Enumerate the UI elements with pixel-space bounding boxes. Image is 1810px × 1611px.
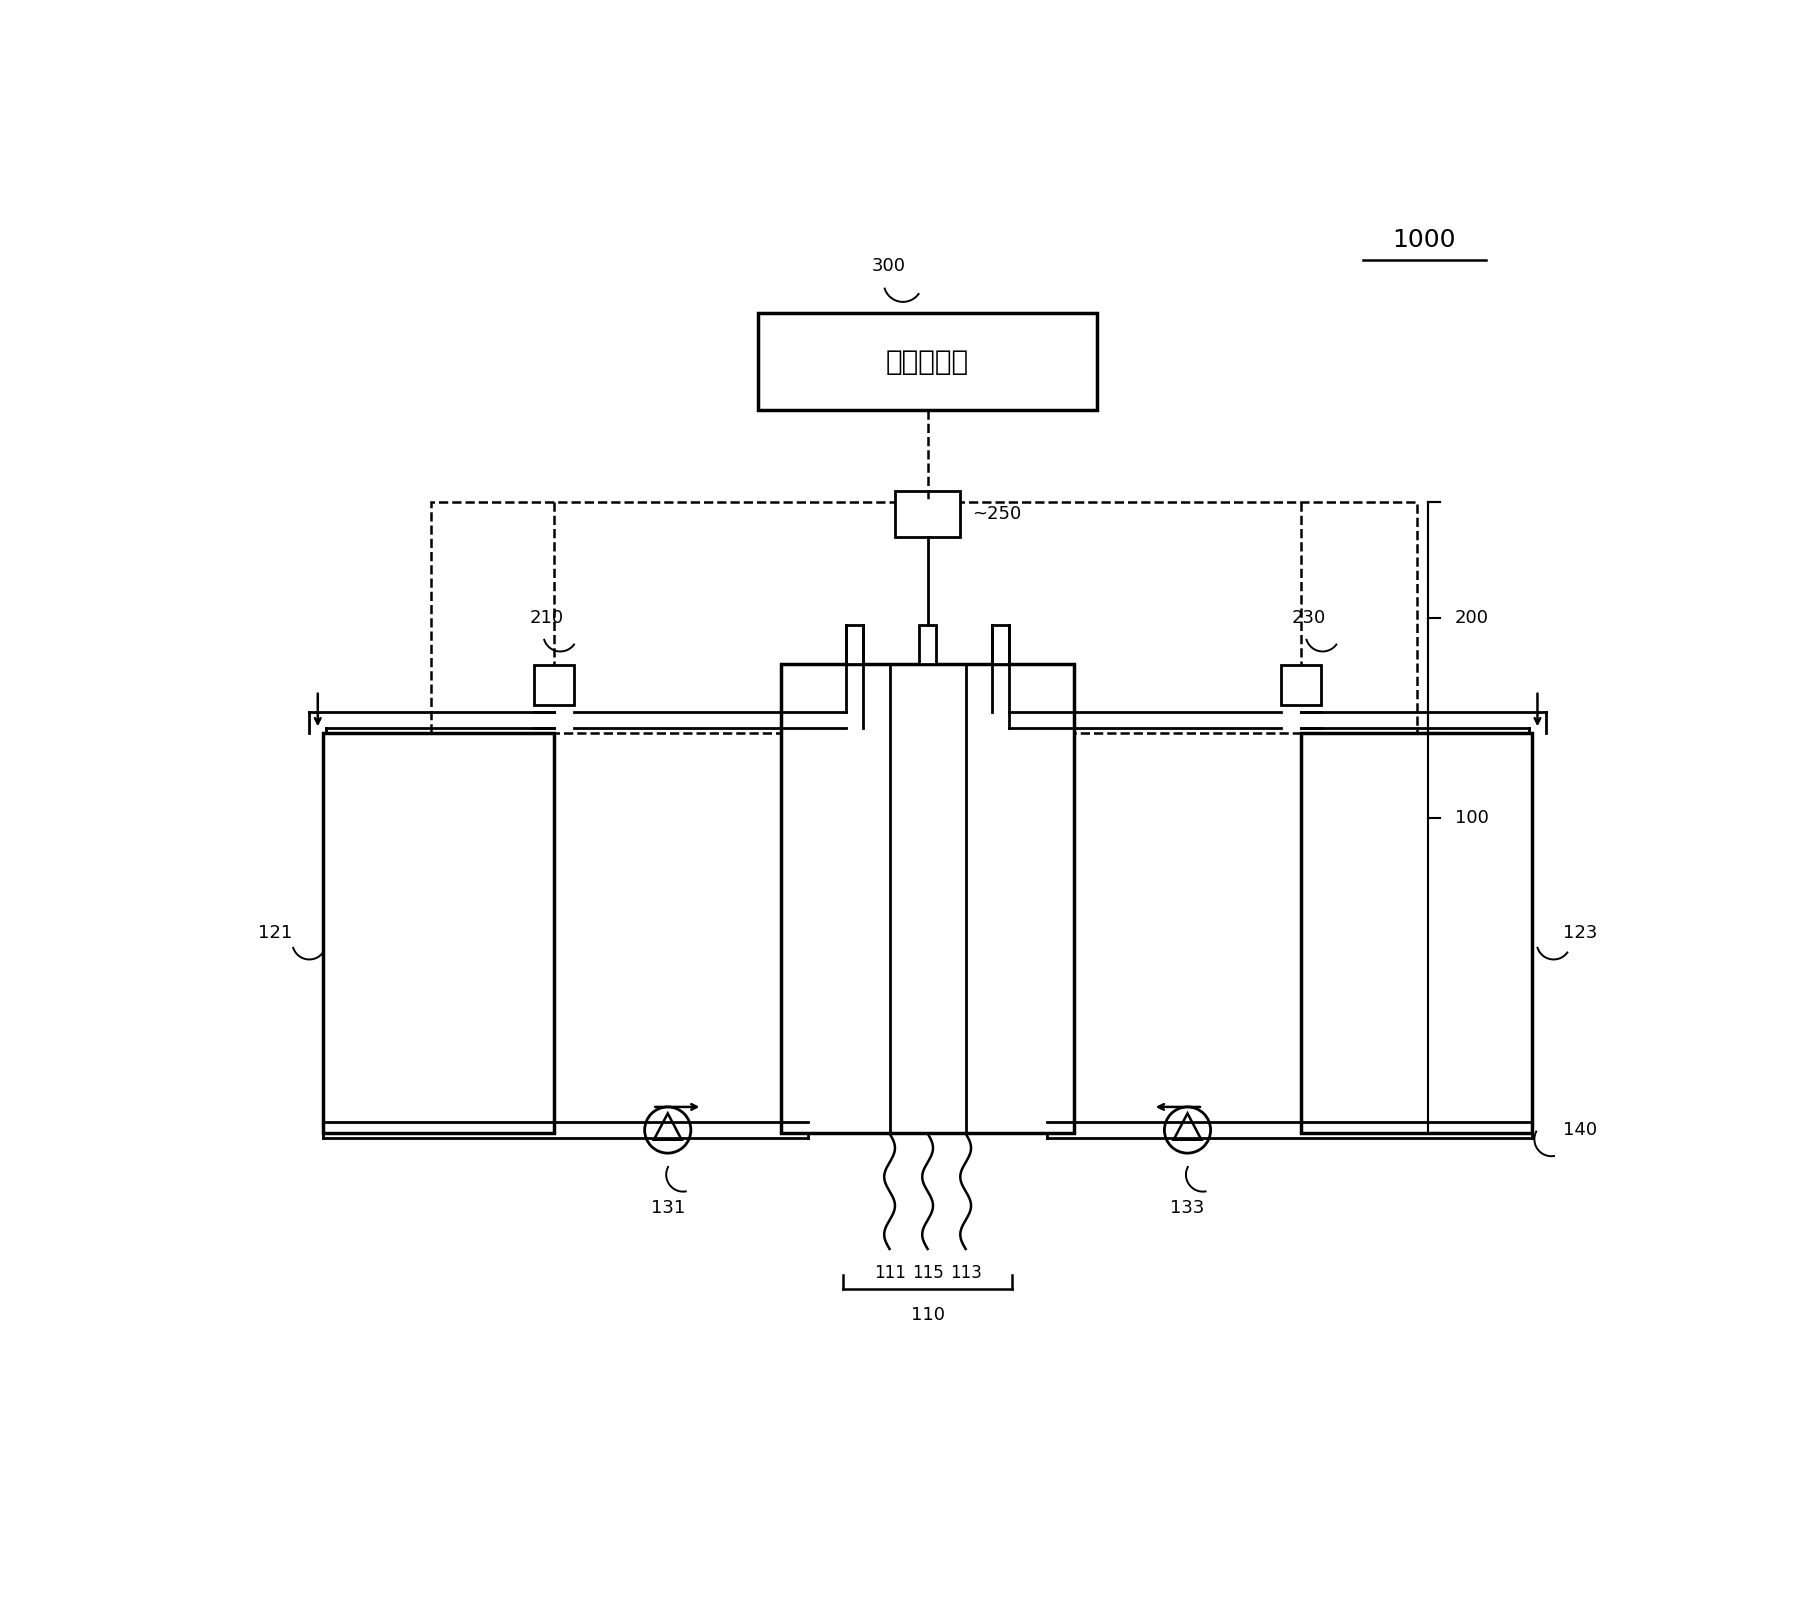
Bar bbox=[1281, 665, 1321, 706]
Text: 230: 230 bbox=[1292, 609, 1327, 627]
Text: 113: 113 bbox=[950, 1265, 981, 1282]
Bar bbox=[324, 733, 554, 1134]
Text: ~250: ~250 bbox=[972, 504, 1021, 522]
Text: 140: 140 bbox=[1562, 1121, 1596, 1139]
Bar bbox=[431, 503, 1417, 733]
Bar bbox=[845, 625, 863, 664]
Bar bbox=[919, 625, 936, 664]
Text: 131: 131 bbox=[650, 1199, 684, 1218]
Bar bbox=[782, 664, 1073, 1134]
Bar bbox=[992, 625, 1010, 664]
Text: 농도추정부: 농도추정부 bbox=[887, 348, 968, 375]
Bar bbox=[534, 665, 574, 706]
Text: 133: 133 bbox=[1171, 1199, 1205, 1218]
Text: 100: 100 bbox=[1455, 809, 1490, 826]
Bar bbox=[1301, 733, 1531, 1134]
Text: 210: 210 bbox=[529, 609, 563, 627]
Text: 115: 115 bbox=[912, 1265, 943, 1282]
Bar bbox=[894, 490, 961, 536]
Text: 300: 300 bbox=[872, 256, 907, 275]
Text: 121: 121 bbox=[259, 925, 293, 942]
Text: 111: 111 bbox=[874, 1265, 905, 1282]
Text: 1000: 1000 bbox=[1392, 229, 1455, 253]
Bar bbox=[758, 314, 1097, 409]
Text: 123: 123 bbox=[1562, 925, 1596, 942]
Text: 110: 110 bbox=[910, 1307, 945, 1324]
Text: 200: 200 bbox=[1455, 609, 1490, 627]
